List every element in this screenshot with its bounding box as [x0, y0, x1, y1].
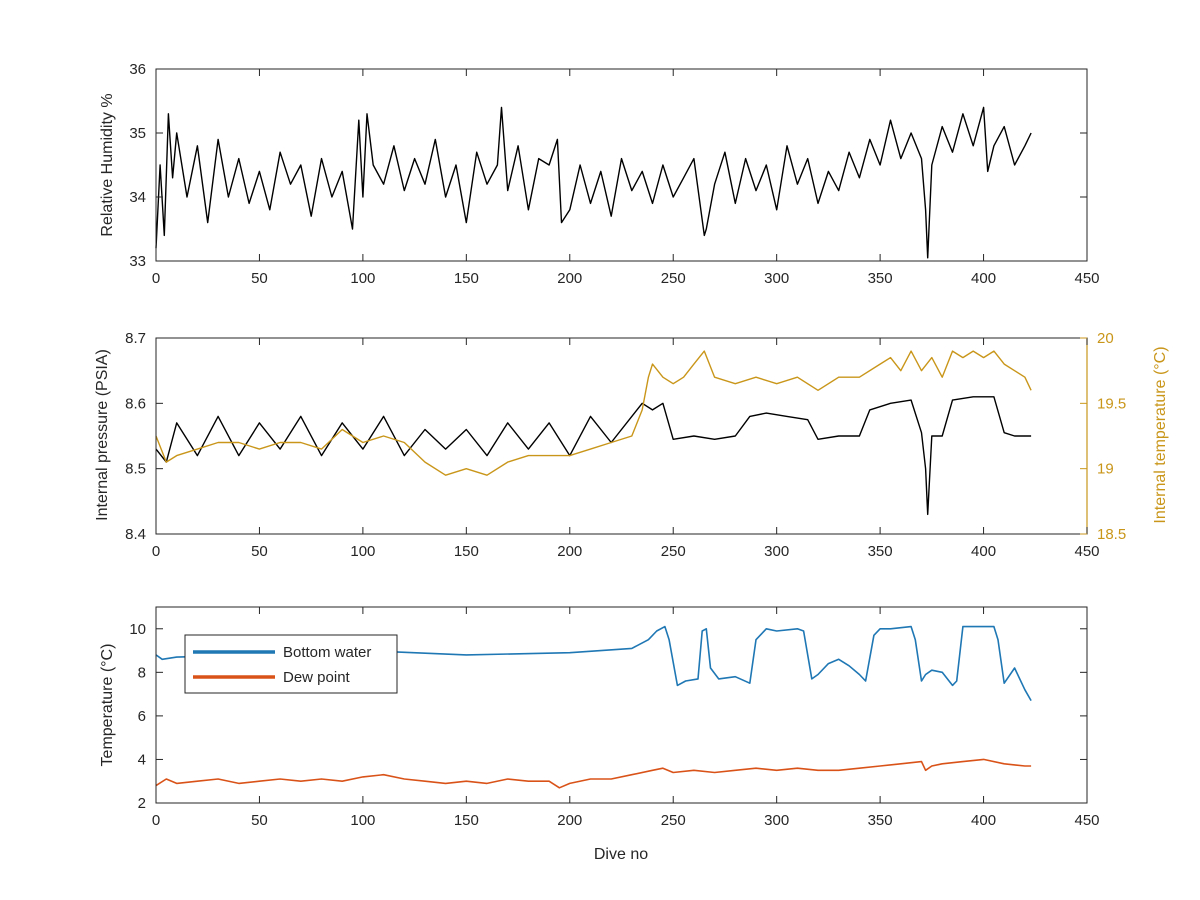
- panel-1-xtick-label: 150: [454, 270, 479, 287]
- panel-2-xtick-label: 50: [251, 543, 268, 560]
- panel-3-xtick-label: 400: [971, 812, 996, 829]
- panel-1-ytick-label: 33: [129, 253, 146, 270]
- panel-2-xtick-label: 250: [661, 543, 686, 560]
- panel-2-ytick-label: 8.6: [125, 395, 146, 412]
- legend-label-bottom-water: Bottom water: [283, 644, 371, 661]
- panel-2-ytick-label: 8.7: [125, 330, 146, 347]
- panel-2-ytick-label: 8.4: [125, 526, 146, 543]
- panel-2-xtick-label: 350: [868, 543, 893, 560]
- panel-3-axes-box: [155, 606, 1088, 804]
- panel-2-xtick-label: 0: [152, 543, 160, 560]
- panel-1-ytick-label: 34: [129, 189, 146, 206]
- panel-2-xtick-label: 400: [971, 543, 996, 560]
- panel-3-xtick-label: 200: [557, 812, 582, 829]
- panel-1-ytick-label: 36: [129, 61, 146, 78]
- panel-3-xtick-label: 150: [454, 812, 479, 829]
- panel-2-xtick-label: 150: [454, 543, 479, 560]
- panel-3-ytick-label: 4: [138, 751, 146, 768]
- panel-2-y2tick-label: 18.5: [1097, 526, 1126, 543]
- panel-2-series-1-line: [155, 396, 1032, 516]
- panel-2-xtick-label: 450: [1074, 543, 1099, 560]
- panel-1-xtick-label: 250: [661, 270, 686, 287]
- panel-3-legend: Bottom water Dew point: [184, 634, 398, 694]
- panel-3-series-bottom-water-line: [155, 625, 1032, 701]
- panel-3-xtick-label: 350: [868, 812, 893, 829]
- panel-1-xtick-label: 350: [868, 270, 893, 287]
- panel-3-ytick-label: 6: [138, 708, 146, 725]
- panel-2-xtick-label: 100: [350, 543, 375, 560]
- panel-3-ylabel: Temperature (°C): [99, 644, 116, 767]
- panel-temperature: Temperature (°C) Dive no 0 50 100 150 200 250…: [99, 606, 1100, 863]
- panel-3-xtick-label: 300: [764, 812, 789, 829]
- panel-3-ytick-label: 10: [129, 621, 146, 638]
- panel-1-xtick-label: 200: [557, 270, 582, 287]
- panel-2-y2tick-label: 20: [1097, 330, 1114, 347]
- legend-label-dew-point: Dew point: [283, 669, 351, 686]
- panel-2-series-2-line: [155, 350, 1032, 476]
- panel-3-xtick-label: 100: [350, 812, 375, 829]
- panel-1-ytick-label: 35: [129, 125, 146, 142]
- panel-1-xtick-label: 300: [764, 270, 789, 287]
- panel-3-ytick-label: 2: [138, 795, 146, 812]
- panel-3-xtick-label: 250: [661, 812, 686, 829]
- panel-3-series-dew-point-line: [155, 758, 1032, 789]
- panel-2-y2tick-label: 19: [1097, 461, 1114, 478]
- panel-2-xtick-label: 200: [557, 543, 582, 560]
- panel-3-xlabel: Dive no: [594, 846, 648, 863]
- panel-3-xtick-label: 450: [1074, 812, 1099, 829]
- panel-2-xtick-label: 300: [764, 543, 789, 560]
- panel-internal-pressure: Internal pressure (PSIA) Internal temper…: [94, 330, 1169, 560]
- panel-relative-humidity: Relative Humidity % 0 50 100 150 200 250 300 35…: [99, 61, 1100, 287]
- panel-3-xtick-label: 50: [251, 812, 268, 829]
- panel-2-ylabel-left: Internal pressure (PSIA): [94, 349, 111, 521]
- panel-2-ytick-label: 8.5: [125, 461, 146, 478]
- panel-1-axes-box: [155, 68, 1088, 262]
- panel-1-xtick-label: 100: [350, 270, 375, 287]
- panel-2-y2tick-label: 19.5: [1097, 395, 1126, 412]
- panel-2-ylabel-right: Internal temperature (°C): [1152, 346, 1169, 523]
- panel-1-xtick-label: 0: [152, 270, 160, 287]
- panel-1-series-1-line: [155, 106, 1032, 259]
- panel-1-xtick-label: 450: [1074, 270, 1099, 287]
- legend-box: [184, 634, 398, 694]
- panel-1-xtick-label: 400: [971, 270, 996, 287]
- panel-3-ytick-label: 8: [138, 664, 146, 681]
- panel-1-ylabel: Relative Humidity %: [99, 93, 116, 236]
- panel-3-xtick-label: 0: [152, 812, 160, 829]
- panel-1-xtick-label: 50: [251, 270, 268, 287]
